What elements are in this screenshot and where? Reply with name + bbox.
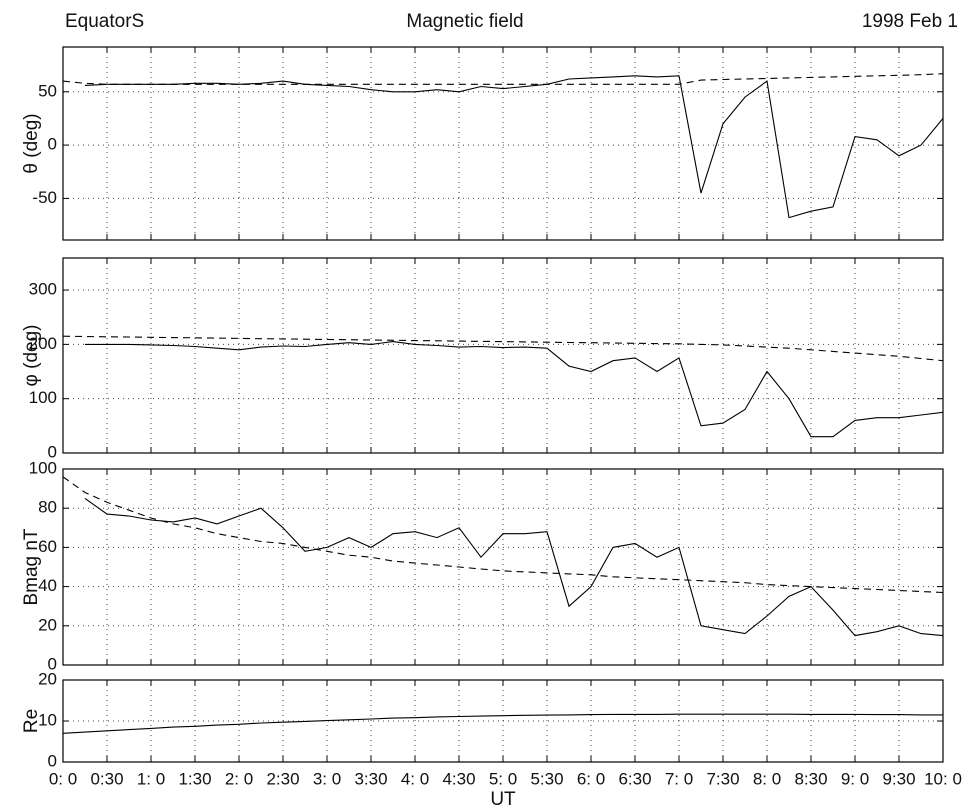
- x-tick-label: 6: 0: [577, 769, 605, 788]
- x-tick-label: 5: 0: [489, 769, 517, 788]
- x-tick-label: 4:30: [442, 769, 475, 788]
- x-tick-label: 5:30: [530, 769, 563, 788]
- x-tick-label: 2: 0: [225, 769, 253, 788]
- chart-title: Magnetic field: [406, 11, 523, 32]
- x-tick-label: 3: 0: [313, 769, 341, 788]
- x-tick-label: 4: 0: [401, 769, 429, 788]
- x-tick-label: 2:30: [266, 769, 299, 788]
- y-tick-label: -50: [32, 188, 57, 207]
- data-line: [62, 73, 944, 85]
- y-tick-label: 0: [48, 135, 57, 154]
- y-axis-label: Re: [21, 709, 42, 733]
- plot-frame: [62, 679, 944, 763]
- y-axis-label: φ (deg): [21, 325, 42, 387]
- x-tick-label: 9: 0: [841, 769, 869, 788]
- data-line: [62, 713, 943, 734]
- y-tick-label: 50: [38, 81, 57, 100]
- header-right: 1998 Feb 1: [862, 11, 958, 32]
- y-tick-label: 0: [48, 751, 57, 770]
- plot-frame: [62, 468, 944, 666]
- y-tick-label: 80: [38, 498, 57, 517]
- data-line: [84, 75, 944, 219]
- y-tick-label: 100: [29, 458, 57, 477]
- y-tick-label: 60: [38, 537, 57, 556]
- header-left: EquatorS: [65, 11, 144, 32]
- y-tick-label: 20: [38, 615, 57, 634]
- plot-frame: [62, 46, 944, 241]
- y-tick-label: 200: [29, 334, 57, 353]
- y-tick-label: 0: [48, 442, 57, 461]
- x-tick-label: 10: 0: [924, 769, 962, 788]
- x-tick-label: 0: 0: [49, 769, 77, 788]
- data-line: [62, 335, 944, 362]
- y-axis-label: Bmag nT: [21, 528, 42, 605]
- x-tick-label: 3:30: [354, 769, 387, 788]
- y-tick-label: 40: [38, 576, 57, 595]
- y-tick-label: 20: [38, 669, 57, 688]
- x-tick-label: 9:30: [882, 769, 915, 788]
- x-tick-label: 0:30: [90, 769, 123, 788]
- x-tick-label: 8:30: [794, 769, 827, 788]
- y-axis-label: θ (deg): [21, 113, 42, 173]
- x-tick-label: 1:30: [178, 769, 211, 788]
- x-tick-label: 8: 0: [753, 769, 781, 788]
- x-axis-label: UT: [490, 789, 516, 810]
- y-tick-label: 0: [48, 654, 57, 673]
- x-tick-label: 6:30: [618, 769, 651, 788]
- data-line: [84, 497, 944, 637]
- x-tick-label: 7:30: [706, 769, 739, 788]
- y-tick-label: 300: [29, 280, 57, 299]
- x-tick-label: 7: 0: [665, 769, 693, 788]
- x-tick-label: 1: 0: [137, 769, 165, 788]
- plot-frame: [62, 257, 944, 454]
- y-tick-label: 100: [29, 388, 57, 407]
- data-line: [62, 476, 944, 594]
- y-tick-label: 10: [38, 710, 57, 729]
- data-line: [85, 341, 944, 438]
